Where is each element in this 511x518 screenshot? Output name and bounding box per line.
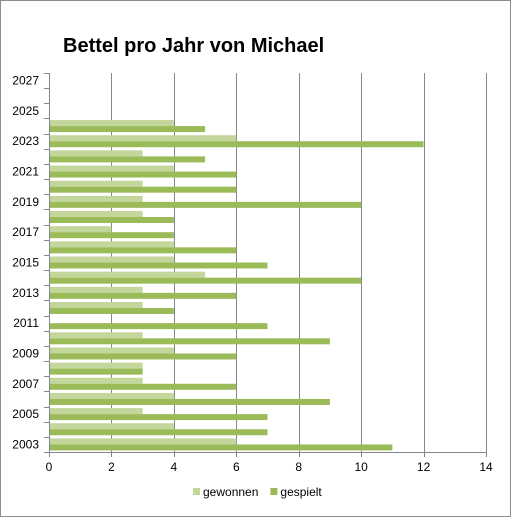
bar-gewonnen-2023 [49,135,237,142]
bar-gewonnen-2010 [49,332,143,339]
legend-swatch-gespielt [270,488,278,495]
y-tick-label: 2013 [12,286,39,300]
tick-labels: 2003 2005 2007 2009 2011 2013 2015 2017 2019 2021… [12,74,493,474]
chart-title: Bettel pro Jahr von Michael [63,35,324,57]
bar-gespielt-2007 [49,383,237,390]
y-tick-label: 2021 [12,165,39,179]
bar-gewonnen-2019 [49,195,143,202]
y-tick-label: 2009 [12,346,39,360]
x-tick-label: 6 [233,460,240,474]
x-tick-label: 14 [479,460,493,474]
bar-gespielt-2011 [49,323,268,330]
bar-gewonnen-2014 [49,271,206,278]
bar-gespielt-2006 [49,398,330,405]
x-tick-label: 12 [417,460,431,474]
legend-label-gewonnen: gewonnen [203,485,258,499]
bar-gespielt-2004 [49,429,268,436]
y-tick-label: 2015 [12,256,39,270]
bar-gespielt-2005 [49,414,268,421]
bar-gewonnen-2015 [49,256,174,263]
bar-gespielt-2015 [49,262,268,269]
bar-gewonnen-2007 [49,377,143,384]
y-tick-label: 2027 [12,74,39,88]
bar-gewonnen-2016 [49,241,174,248]
bar-gespielt-2018 [49,217,174,224]
bar-gespielt-2022 [49,156,206,163]
bar-gewonnen-2006 [49,392,174,399]
y-tick-label: 2007 [12,377,39,391]
x-tick-label: 10 [354,460,368,474]
y-tick-label: 2017 [12,225,39,239]
bar-gewonnen-2018 [49,211,143,218]
bar-gespielt-2024 [49,126,206,133]
bar-gewonnen-2013 [49,286,143,293]
bar-gewonnen-2017 [49,226,112,233]
legend-swatch-gewonnen [193,488,200,495]
y-tick-label: 2025 [12,104,39,118]
bar-gespielt-2020 [49,186,237,193]
bar-gespielt-2019 [49,201,362,208]
y-tick-label: 2005 [12,407,39,421]
bars [49,120,424,451]
bar-gespielt-2009 [49,353,237,360]
x-tick-label: 4 [171,460,178,474]
y-tick-label: 2003 [12,437,39,451]
x-tick-label: 0 [46,460,53,474]
bar-gespielt-2017 [49,232,174,239]
bar-gewonnen-2004 [49,423,174,430]
axes [44,73,487,457]
bar-gewonnen-2003 [49,438,237,445]
bar-gespielt-2010 [49,338,330,345]
bar-gespielt-2008 [49,368,143,375]
bar-gewonnen-2022 [49,150,143,157]
bar-gespielt-2016 [49,247,237,254]
bar-gewonnen-2009 [49,347,174,354]
bar-gespielt-2012 [49,307,174,314]
legend-label-gespielt: gespielt [280,485,322,499]
bar-gewonnen-2005 [49,408,143,415]
y-tick-label: 2023 [12,134,39,148]
x-tick-label: 2 [108,460,115,474]
bar-gewonnen-2020 [49,180,143,187]
x-tick-label: 8 [295,460,302,474]
bar-gewonnen-2012 [49,301,143,308]
bar-gespielt-2021 [49,171,237,178]
bar-gespielt-2023 [49,141,424,148]
y-tick-label: 2019 [12,195,39,209]
y-tick-label: 2011 [13,316,39,330]
bar-gespielt-2014 [49,277,362,284]
bar-gespielt-2003 [49,444,393,451]
bar-gewonnen-2021 [49,165,174,172]
bar-gewonnen-2024 [49,120,174,127]
bar-gespielt-2013 [49,292,237,299]
bar-gewonnen-2008 [49,362,143,369]
legend: gewonnen gespielt [193,485,322,499]
